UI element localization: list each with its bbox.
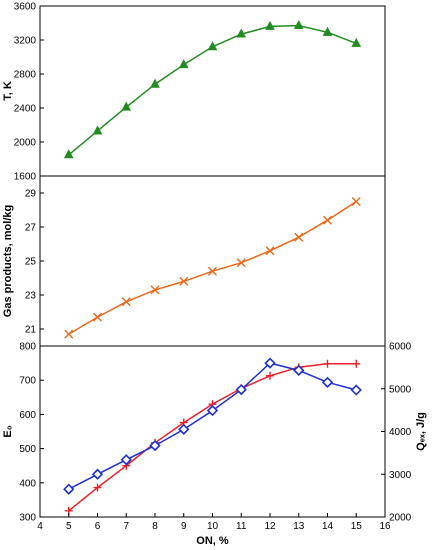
- data-point-explosion-heat-8: [293, 364, 305, 376]
- y-axis-tick-label-5: 3600: [14, 2, 37, 13]
- data-point-gas-products-9: [323, 215, 332, 225]
- y-axis-tick-label-3: 2800: [14, 70, 37, 81]
- y-axis-tick-label-1: 2000: [14, 138, 37, 149]
- data-point-gas-products-8: [294, 232, 304, 242]
- plot-frame: [39, 5, 386, 177]
- y-axis-tick-label-3: 27: [25, 223, 37, 234]
- y-axis-left-title: E₀: [2, 425, 14, 437]
- data-point-gas-products-5: [208, 266, 217, 276]
- data-point-temperature-5: [207, 41, 218, 51]
- y-axis-right-tick-label-4: 6000: [389, 342, 412, 353]
- data-point-temperature-7: [265, 20, 275, 30]
- x-axis-tick-label-0: 4: [37, 521, 43, 532]
- series-line-gas-products: [68, 200, 357, 335]
- data-point-explosion-heat-7: [264, 357, 276, 369]
- y-axis-left-tick-label-5: 800: [19, 342, 36, 353]
- data-point-explosion-heat-6: [235, 383, 247, 396]
- y-axis-title: T, K: [2, 81, 14, 101]
- y-axis-tick-label-1: 23: [25, 291, 37, 302]
- data-point-explosion-heat-4: [178, 423, 190, 435]
- data-point-detonation-energy-9: [323, 359, 332, 368]
- data-point-explosion-heat-1: [91, 468, 104, 480]
- data-point-temperature-9: [322, 26, 333, 36]
- y-axis-right-tick-label-2: 4000: [389, 427, 412, 438]
- data-point-gas-products-3: [150, 285, 160, 295]
- x-axis-tick-label-2: 6: [95, 521, 101, 532]
- data-point-temperature-2: [121, 101, 132, 111]
- data-point-gas-products-7: [265, 246, 275, 256]
- series-line-explosion-heat: [68, 362, 357, 490]
- y-axis-left-tick-label-1: 400: [19, 478, 36, 489]
- panel-temperature: 1600 2000 2400 2800 3200 3600 T, K: [2, 2, 386, 183]
- x-axis-tick-label-10: 14: [322, 521, 334, 532]
- y-axis-tick-label-4: 29: [25, 189, 37, 200]
- data-point-temperature-10: [351, 37, 362, 47]
- data-point-explosion-heat-3: [149, 439, 161, 452]
- y-axis-right-title: Qₑₓ, J/g: [415, 412, 427, 451]
- data-point-explosion-heat-5: [206, 404, 219, 417]
- y-axis-left-tick-label-4: 700: [19, 376, 36, 387]
- data-point-gas-products-6: [236, 258, 246, 268]
- data-point-detonation-energy-7: [266, 371, 274, 380]
- panel-detonation-energy: 300 400 500 600 700 800 2000 3000 4000 5000 6000 E₀…: [2, 342, 427, 524]
- data-point-detonation-energy-10: [352, 359, 361, 368]
- y-axis-tick-label-0: 1600: [14, 172, 37, 183]
- y-axis-tick-label-2: 25: [25, 257, 37, 268]
- x-axis-tick-label-5: 9: [181, 521, 187, 532]
- y-axis-title: Gas products, mol/kg: [2, 205, 14, 317]
- data-point-temperature-1: [92, 125, 103, 135]
- y-axis-right-tick-label-3: 5000: [389, 384, 412, 395]
- data-point-detonation-energy-1: [93, 483, 102, 492]
- x-axis-tick-label-9: 13: [293, 521, 305, 532]
- data-point-explosion-heat-10: [350, 384, 362, 396]
- x-axis-tick-label-8: 12: [264, 521, 276, 532]
- x-axis-tick-label-12: 16: [379, 521, 391, 532]
- x-axis-tick-label-11: 15: [351, 521, 363, 532]
- data-point-gas-products-10: [351, 197, 361, 206]
- x-axis-tick-label-6: 10: [207, 521, 219, 532]
- panel-gas-products: 21 23 25 27 29 Gas products, mol/kg: [2, 175, 386, 347]
- y-axis-right-tick-label-1: 3000: [389, 470, 412, 481]
- y-axis-left-tick-label-0: 300: [19, 513, 36, 524]
- data-point-gas-products-1: [93, 312, 102, 322]
- data-point-temperature-0: [63, 149, 74, 159]
- y-axis-left-tick-label-3: 600: [19, 410, 36, 421]
- y-axis-tick-label-0: 21: [25, 325, 37, 336]
- x-axis-tick-label-7: 11: [236, 521, 247, 532]
- data-point-temperature-6: [236, 28, 247, 38]
- data-point-temperature-3: [150, 78, 160, 88]
- data-point-gas-products-4: [179, 276, 189, 286]
- x-axis-tick-label-4: 8: [152, 521, 158, 532]
- data-point-explosion-heat-2: [120, 454, 132, 466]
- y-axis-tick-label-4: 3200: [14, 36, 37, 47]
- y-axis-left-tick-label-2: 500: [19, 444, 36, 455]
- x-axis: 4 5 6 7 8 9 10 11 12 13 14 15 16 ON, %: [37, 513, 391, 547]
- y-axis-tick-label-2: 2400: [14, 104, 37, 115]
- data-point-explosion-heat-0: [63, 483, 75, 495]
- data-point-gas-products-2: [121, 297, 131, 307]
- y-axis-right-tick-label-0: 2000: [389, 513, 412, 524]
- series-line-detonation-energy: [68, 363, 357, 512]
- data-point-temperature-8: [293, 19, 304, 30]
- x-axis-tick-label-3: 7: [123, 521, 129, 532]
- data-point-gas-products-0: [64, 329, 74, 339]
- data-point-explosion-heat-9: [321, 376, 334, 388]
- data-point-temperature-4: [178, 59, 189, 69]
- x-axis-tick-label-1: 5: [66, 521, 72, 532]
- x-axis-title: ON, %: [196, 535, 229, 547]
